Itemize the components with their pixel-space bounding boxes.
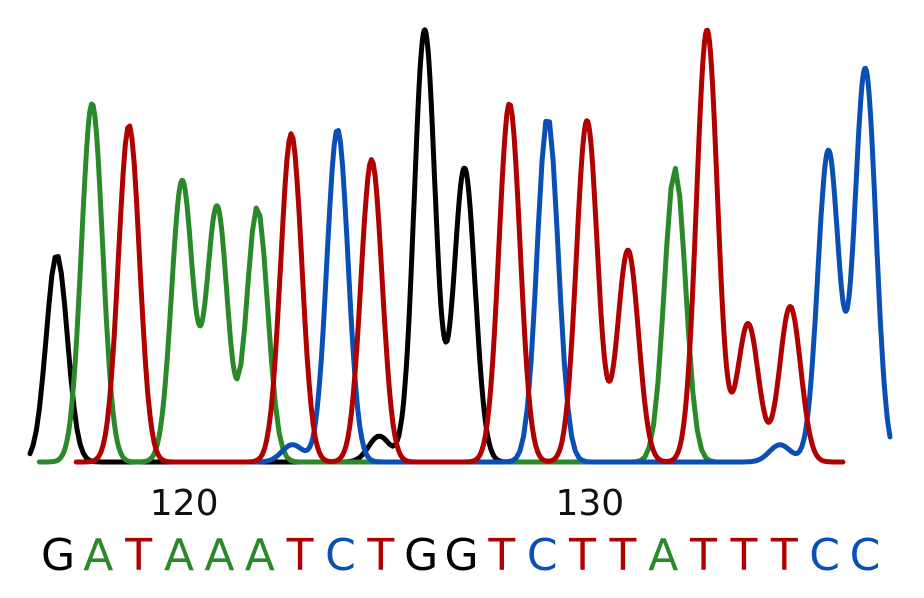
base-call: G bbox=[444, 530, 478, 581]
base-call: T bbox=[366, 530, 394, 581]
peak bbox=[605, 247, 670, 464]
base-call: C bbox=[850, 530, 881, 581]
peak bbox=[73, 123, 213, 465]
base-call: T bbox=[124, 530, 152, 581]
base-call: G bbox=[404, 530, 438, 581]
peak bbox=[399, 27, 448, 420]
peak bbox=[438, 101, 551, 465]
peak bbox=[312, 128, 446, 465]
peak bbox=[36, 101, 140, 465]
base-call: C bbox=[527, 530, 558, 581]
peak bbox=[442, 165, 520, 465]
peak bbox=[207, 131, 334, 465]
peak bbox=[844, 65, 893, 440]
base-call: T bbox=[608, 530, 636, 581]
base-call: T bbox=[568, 530, 596, 581]
peak bbox=[197, 203, 240, 382]
peak bbox=[661, 435, 807, 465]
peak bbox=[27, 254, 221, 465]
base-call: A bbox=[204, 530, 234, 581]
peak bbox=[766, 304, 846, 465]
base-call: T bbox=[770, 530, 798, 581]
base-call: T bbox=[487, 530, 515, 581]
peak bbox=[545, 118, 610, 464]
peak bbox=[725, 321, 772, 425]
base-call: A bbox=[164, 530, 194, 581]
base-call: C bbox=[325, 530, 356, 581]
peak bbox=[801, 147, 850, 441]
base-call: G bbox=[41, 530, 75, 581]
base-call: C bbox=[809, 530, 840, 581]
base-call: T bbox=[730, 530, 758, 581]
base-call: T bbox=[689, 530, 717, 581]
x-tick-label: 130 bbox=[555, 483, 624, 524]
x-tick-label: 120 bbox=[150, 483, 219, 524]
peak bbox=[328, 157, 443, 465]
peak bbox=[440, 118, 667, 465]
peak bbox=[665, 27, 730, 464]
base-call: A bbox=[245, 530, 275, 581]
base-call: T bbox=[286, 530, 314, 581]
base-call: A bbox=[83, 530, 113, 581]
base-call: A bbox=[648, 530, 678, 581]
peak bbox=[134, 177, 203, 465]
